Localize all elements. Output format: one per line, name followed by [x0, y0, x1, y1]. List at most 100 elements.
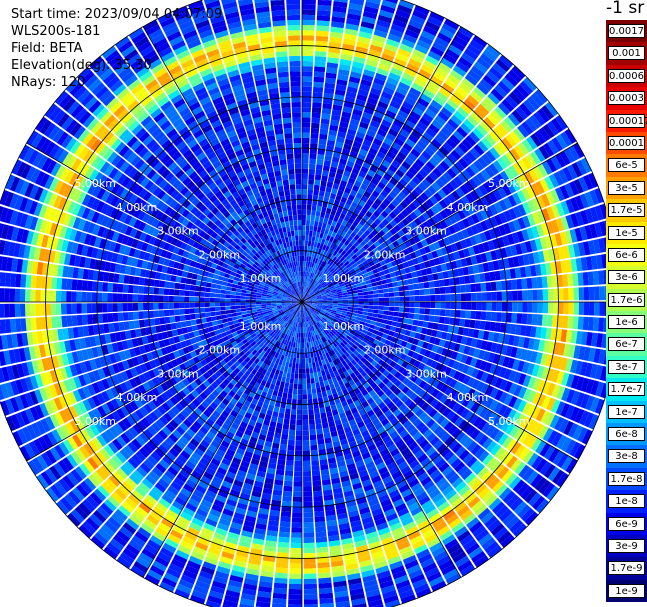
- beta-gate: [268, 426, 276, 433]
- beta-gate: [190, 319, 197, 326]
- beta-gate: [503, 368, 512, 380]
- beta-gate: [399, 545, 413, 556]
- beta-gate: [210, 283, 217, 289]
- beta-gate: [397, 366, 406, 374]
- beta-gate: [260, 570, 274, 578]
- beta-gate: [298, 363, 302, 369]
- beta-gate: [332, 487, 343, 495]
- beta-gate: [509, 324, 517, 335]
- beta-gate: [371, 550, 385, 560]
- beta-gate: [290, 542, 302, 549]
- beta-gate: [318, 326, 324, 332]
- beta-gate: [51, 277, 57, 290]
- beta-gate: [389, 430, 399, 440]
- beta-gate: [316, 339, 321, 345]
- beta-gate: [598, 317, 605, 332]
- beta-gate: [344, 318, 350, 323]
- beta-gate: [257, 513, 269, 520]
- beta-gate: [405, 497, 418, 507]
- beta-gate: [311, 455, 319, 461]
- beta-gate: [240, 593, 256, 601]
- beta-gate: [344, 351, 350, 358]
- beta-gate: [531, 364, 540, 377]
- beta-gate: [451, 427, 462, 439]
- beta-gate: [354, 416, 363, 424]
- beta-gate: [326, 327, 331, 333]
- beta-gate: [315, 531, 327, 538]
- beta-gate: [350, 359, 357, 366]
- beta-gate: [323, 314, 329, 319]
- beta-gate: [284, 413, 291, 420]
- beta-gate: [572, 316, 579, 330]
- beta-gate: [336, 322, 342, 327]
- beta-gate: [569, 406, 580, 422]
- beta-gate: [349, 330, 356, 336]
- beta-gate: [375, 565, 390, 574]
- beta-gate: [475, 311, 482, 320]
- beta-gate: [537, 302, 544, 314]
- beta-gate: [449, 547, 464, 559]
- beta-gate: [549, 414, 560, 429]
- beta-gate: [76, 314, 83, 326]
- beta-gate: [318, 338, 323, 345]
- beta-gate: [341, 312, 347, 316]
- beta-gate: [102, 313, 109, 323]
- beta-gate: [353, 332, 360, 338]
- beta-gate: [358, 302, 364, 305]
- beta-gate: [462, 453, 474, 465]
- beta-gate: [414, 449, 425, 459]
- beta-gate: [335, 600, 351, 607]
- beta-gate: [416, 421, 426, 431]
- beta-gate: [363, 456, 373, 465]
- beta-gate: [266, 530, 278, 537]
- beta-gate: [276, 464, 285, 471]
- beta-gate: [263, 445, 272, 453]
- beta-gate: [325, 442, 333, 449]
- beta-gate: [311, 319, 315, 325]
- beta-gate: [429, 422, 440, 432]
- beta-gate: [194, 302, 200, 308]
- beta-gate: [338, 522, 350, 530]
- beta-gate: [502, 452, 514, 466]
- beta-gate: [438, 404, 448, 415]
- beta-gate: [293, 337, 297, 343]
- beta-gate: [583, 302, 590, 316]
- beta-gate: [404, 355, 412, 363]
- beta-gate: [403, 312, 410, 319]
- beta-gate: [96, 303, 103, 313]
- beta-gate: [573, 444, 586, 460]
- beta-gate: [350, 352, 357, 359]
- beta-gate: [348, 402, 356, 410]
- beta-gate: [527, 376, 537, 389]
- beta-gate: [279, 526, 291, 533]
- beta-gate: [424, 405, 434, 415]
- beta-gate: [415, 408, 424, 418]
- beta-gate: [261, 492, 272, 500]
- beta-gate: [412, 352, 420, 360]
- beta-gate: [295, 327, 298, 333]
- beta-gate: [467, 377, 476, 388]
- beta-gate: [349, 320, 355, 325]
- beta-gate: [319, 597, 334, 605]
- beta-gate: [286, 450, 295, 456]
- beta-gate: [352, 335, 358, 341]
- beta-gate: [316, 355, 321, 362]
- beta-gate: [437, 501, 450, 512]
- beta-gate: [348, 419, 357, 427]
- beta-gate: [393, 387, 402, 396]
- beta-gate: [414, 544, 428, 555]
- beta-gate: [369, 448, 379, 457]
- beta-gate: [313, 490, 323, 497]
- beta-gate: [102, 292, 108, 302]
- beta-gate: [317, 438, 325, 445]
- beta-gate: [467, 328, 475, 338]
- beta-gate: [338, 318, 345, 323]
- beta-gate: [594, 364, 603, 380]
- beta-gate: [438, 339, 446, 348]
- beta-gate: [138, 319, 145, 328]
- beta-gate: [239, 603, 254, 607]
- beta-gate: [305, 358, 309, 364]
- beta-gate: [321, 308, 327, 311]
- beta-gate: [184, 302, 190, 309]
- beta-gate: [184, 296, 190, 302]
